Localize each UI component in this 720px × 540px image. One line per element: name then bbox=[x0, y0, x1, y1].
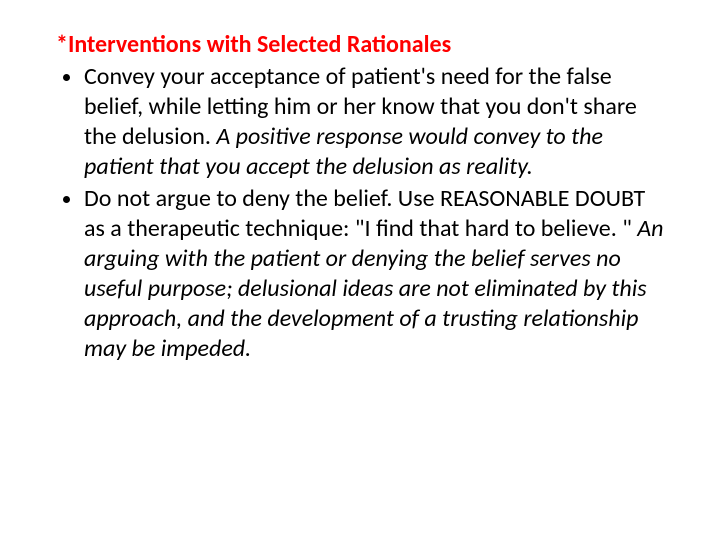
slide-heading: *Interventions with Selected Rationales bbox=[56, 30, 664, 60]
list-item: Convey your acceptance of patient's need… bbox=[84, 62, 664, 182]
bullet-list: Convey your acceptance of patient's need… bbox=[56, 62, 664, 364]
list-item: Do not argue to deny the belief. Use REA… bbox=[84, 184, 664, 364]
bullet-text-plain: Do not argue to deny the belief. Use REA… bbox=[84, 184, 645, 243]
slide: *Interventions with Selected Rationales … bbox=[0, 0, 720, 540]
